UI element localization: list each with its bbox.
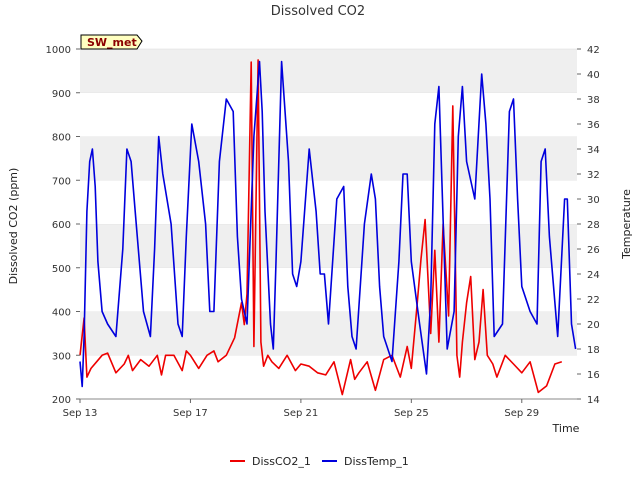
series-line-dissco2-1 — [79, 59, 563, 396]
y-right-tick-label: 26 — [587, 245, 600, 256]
grid-band — [80, 92, 577, 137]
station-badge-frame — [80, 34, 143, 50]
y-right-tick-label: 22 — [587, 295, 600, 306]
x-tick-label: Sep 25 — [394, 408, 429, 419]
legend-label-co2: DissCO2_1 — [252, 455, 311, 468]
y-right-tick-label: 24 — [587, 270, 600, 281]
grid-band — [80, 180, 577, 224]
y-left-tick-label: 900 — [52, 89, 71, 100]
station-badge-label: SW_met — [87, 36, 137, 49]
y-right-tick-label: 28 — [587, 220, 600, 231]
y-right-tick-label: 14 — [587, 395, 600, 406]
grid-band — [80, 136, 577, 181]
x-tick-label: Sep 13 — [63, 408, 98, 419]
series-line-disstemp-1 — [79, 60, 577, 388]
chart-title: Dissolved CO2 — [271, 4, 365, 19]
legend-label-temp: DissTemp_1 — [344, 455, 409, 468]
legend: DissCO2_1 DissTemp_1 — [230, 455, 409, 468]
y-left-tick-label: 200 — [52, 395, 71, 406]
y-right-tick-label: 18 — [587, 345, 600, 356]
y-left-tick-label: 1000 — [46, 45, 71, 56]
y-axis-left-title: Dissolved CO2 (ppm) — [7, 168, 20, 285]
y-left-tick-label: 400 — [52, 308, 71, 319]
series-layer — [79, 59, 577, 396]
y-left-tick-label: 300 — [52, 351, 71, 362]
y-left-tick-label: 700 — [52, 176, 71, 187]
y-right-tick-label: 20 — [587, 320, 600, 331]
y-right-tick-label: 30 — [587, 195, 600, 206]
y-left-tick-label: 800 — [52, 133, 71, 144]
y-right-tick-label: 38 — [587, 95, 600, 106]
axes-layer: Sep 13 Sep 17 Sep 21 Sep 25 Sep 29 200 300 400 5… — [46, 45, 600, 419]
y-left-tick-label: 600 — [52, 220, 71, 231]
y-right-tick-label: 42 — [587, 45, 600, 56]
y-left-tick-label: 500 — [52, 264, 71, 275]
y-axis-right-title: Temperature — [620, 189, 633, 260]
x-axis-title: Time — [552, 422, 580, 435]
grid-band — [80, 267, 577, 312]
grid-band — [80, 49, 577, 93]
x-tick-label: Sep 21 — [284, 408, 319, 419]
y-right-tick-label: 32 — [587, 170, 600, 181]
y-right-tick-label: 40 — [587, 70, 600, 81]
x-tick-label: Sep 17 — [173, 408, 208, 419]
station-badge: SW_met — [80, 34, 143, 50]
x-tick-label: Sep 29 — [504, 408, 539, 419]
y-right-tick-label: 36 — [587, 120, 600, 131]
plot-background-bands — [80, 48, 577, 399]
y-right-tick-label: 34 — [587, 145, 600, 156]
grid-band — [80, 224, 577, 268]
y-right-tick-label: 16 — [587, 370, 600, 381]
grid-band — [80, 355, 577, 399]
